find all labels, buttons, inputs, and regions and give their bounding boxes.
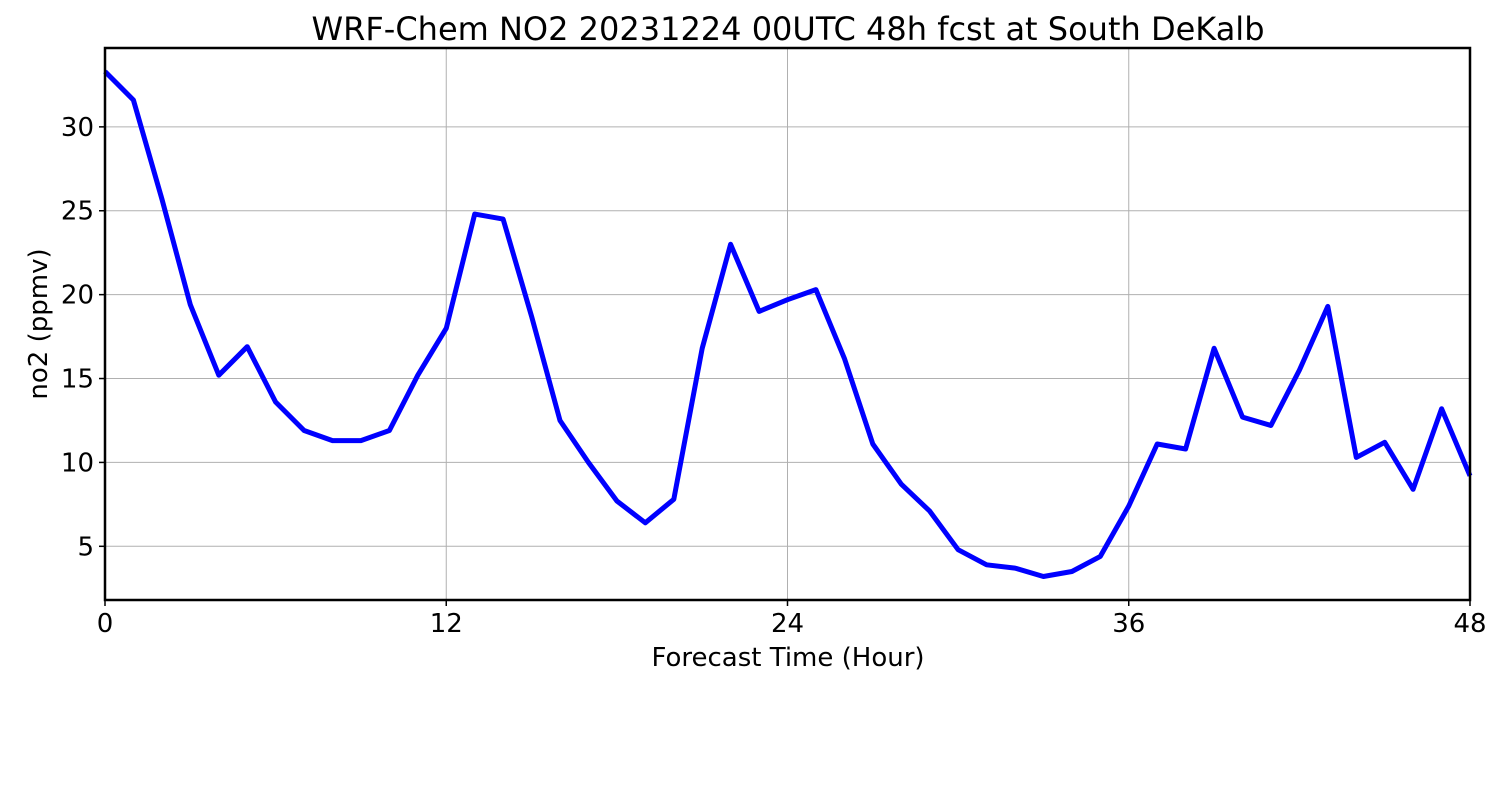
no2-series-line	[103, 69, 1473, 579]
x-tick-label: 36	[1112, 609, 1145, 639]
x-tick-label: 0	[97, 609, 114, 639]
y-tick-label: 20	[61, 281, 94, 311]
axis-ticks: 0 12 24 36 48 5 10 15 20 25 30	[61, 113, 1487, 639]
x-tick-label: 12	[430, 609, 463, 639]
y-tick-label: 15	[61, 365, 94, 395]
y-tick-label: 30	[61, 113, 94, 143]
plot-frame	[103, 46, 1472, 602]
chart-title: WRF-Chem NO2 20231224 00UTC 48h fcst at …	[312, 10, 1265, 48]
grid-lines	[104, 48, 1471, 600]
y-tick-label: 10	[61, 448, 94, 478]
y-axis-label: no2 (ppmv)	[24, 248, 54, 399]
y-tick-label: 5	[77, 532, 94, 562]
x-tick-label: 24	[771, 609, 804, 639]
x-axis-label: Forecast Time (Hour)	[651, 643, 924, 673]
y-tick-label: 25	[61, 197, 94, 227]
x-tick-label: 48	[1453, 609, 1486, 639]
